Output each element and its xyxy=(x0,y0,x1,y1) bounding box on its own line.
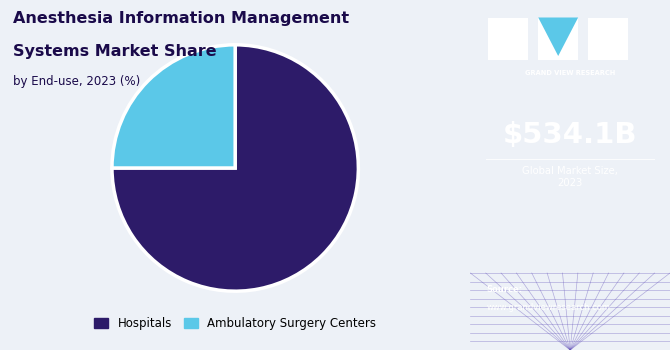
Text: www.grandviewresearch.com: www.grandviewresearch.com xyxy=(486,303,610,312)
Text: Global Market Size,
2023: Global Market Size, 2023 xyxy=(522,166,618,188)
Text: Systems Market Share: Systems Market Share xyxy=(13,44,217,59)
Wedge shape xyxy=(112,45,235,168)
Text: GRAND VIEW RESEARCH: GRAND VIEW RESEARCH xyxy=(525,70,615,76)
FancyBboxPatch shape xyxy=(538,18,578,60)
FancyBboxPatch shape xyxy=(488,18,528,60)
Text: $534.1B: $534.1B xyxy=(503,121,637,149)
Legend: Hospitals, Ambulatory Surgery Centers: Hospitals, Ambulatory Surgery Centers xyxy=(89,312,381,335)
Polygon shape xyxy=(538,18,578,56)
Text: Anesthesia Information Management: Anesthesia Information Management xyxy=(13,10,350,26)
Wedge shape xyxy=(112,45,358,291)
Text: Source:: Source: xyxy=(486,285,523,294)
Text: by End-use, 2023 (%): by End-use, 2023 (%) xyxy=(13,75,141,88)
FancyBboxPatch shape xyxy=(588,18,628,60)
